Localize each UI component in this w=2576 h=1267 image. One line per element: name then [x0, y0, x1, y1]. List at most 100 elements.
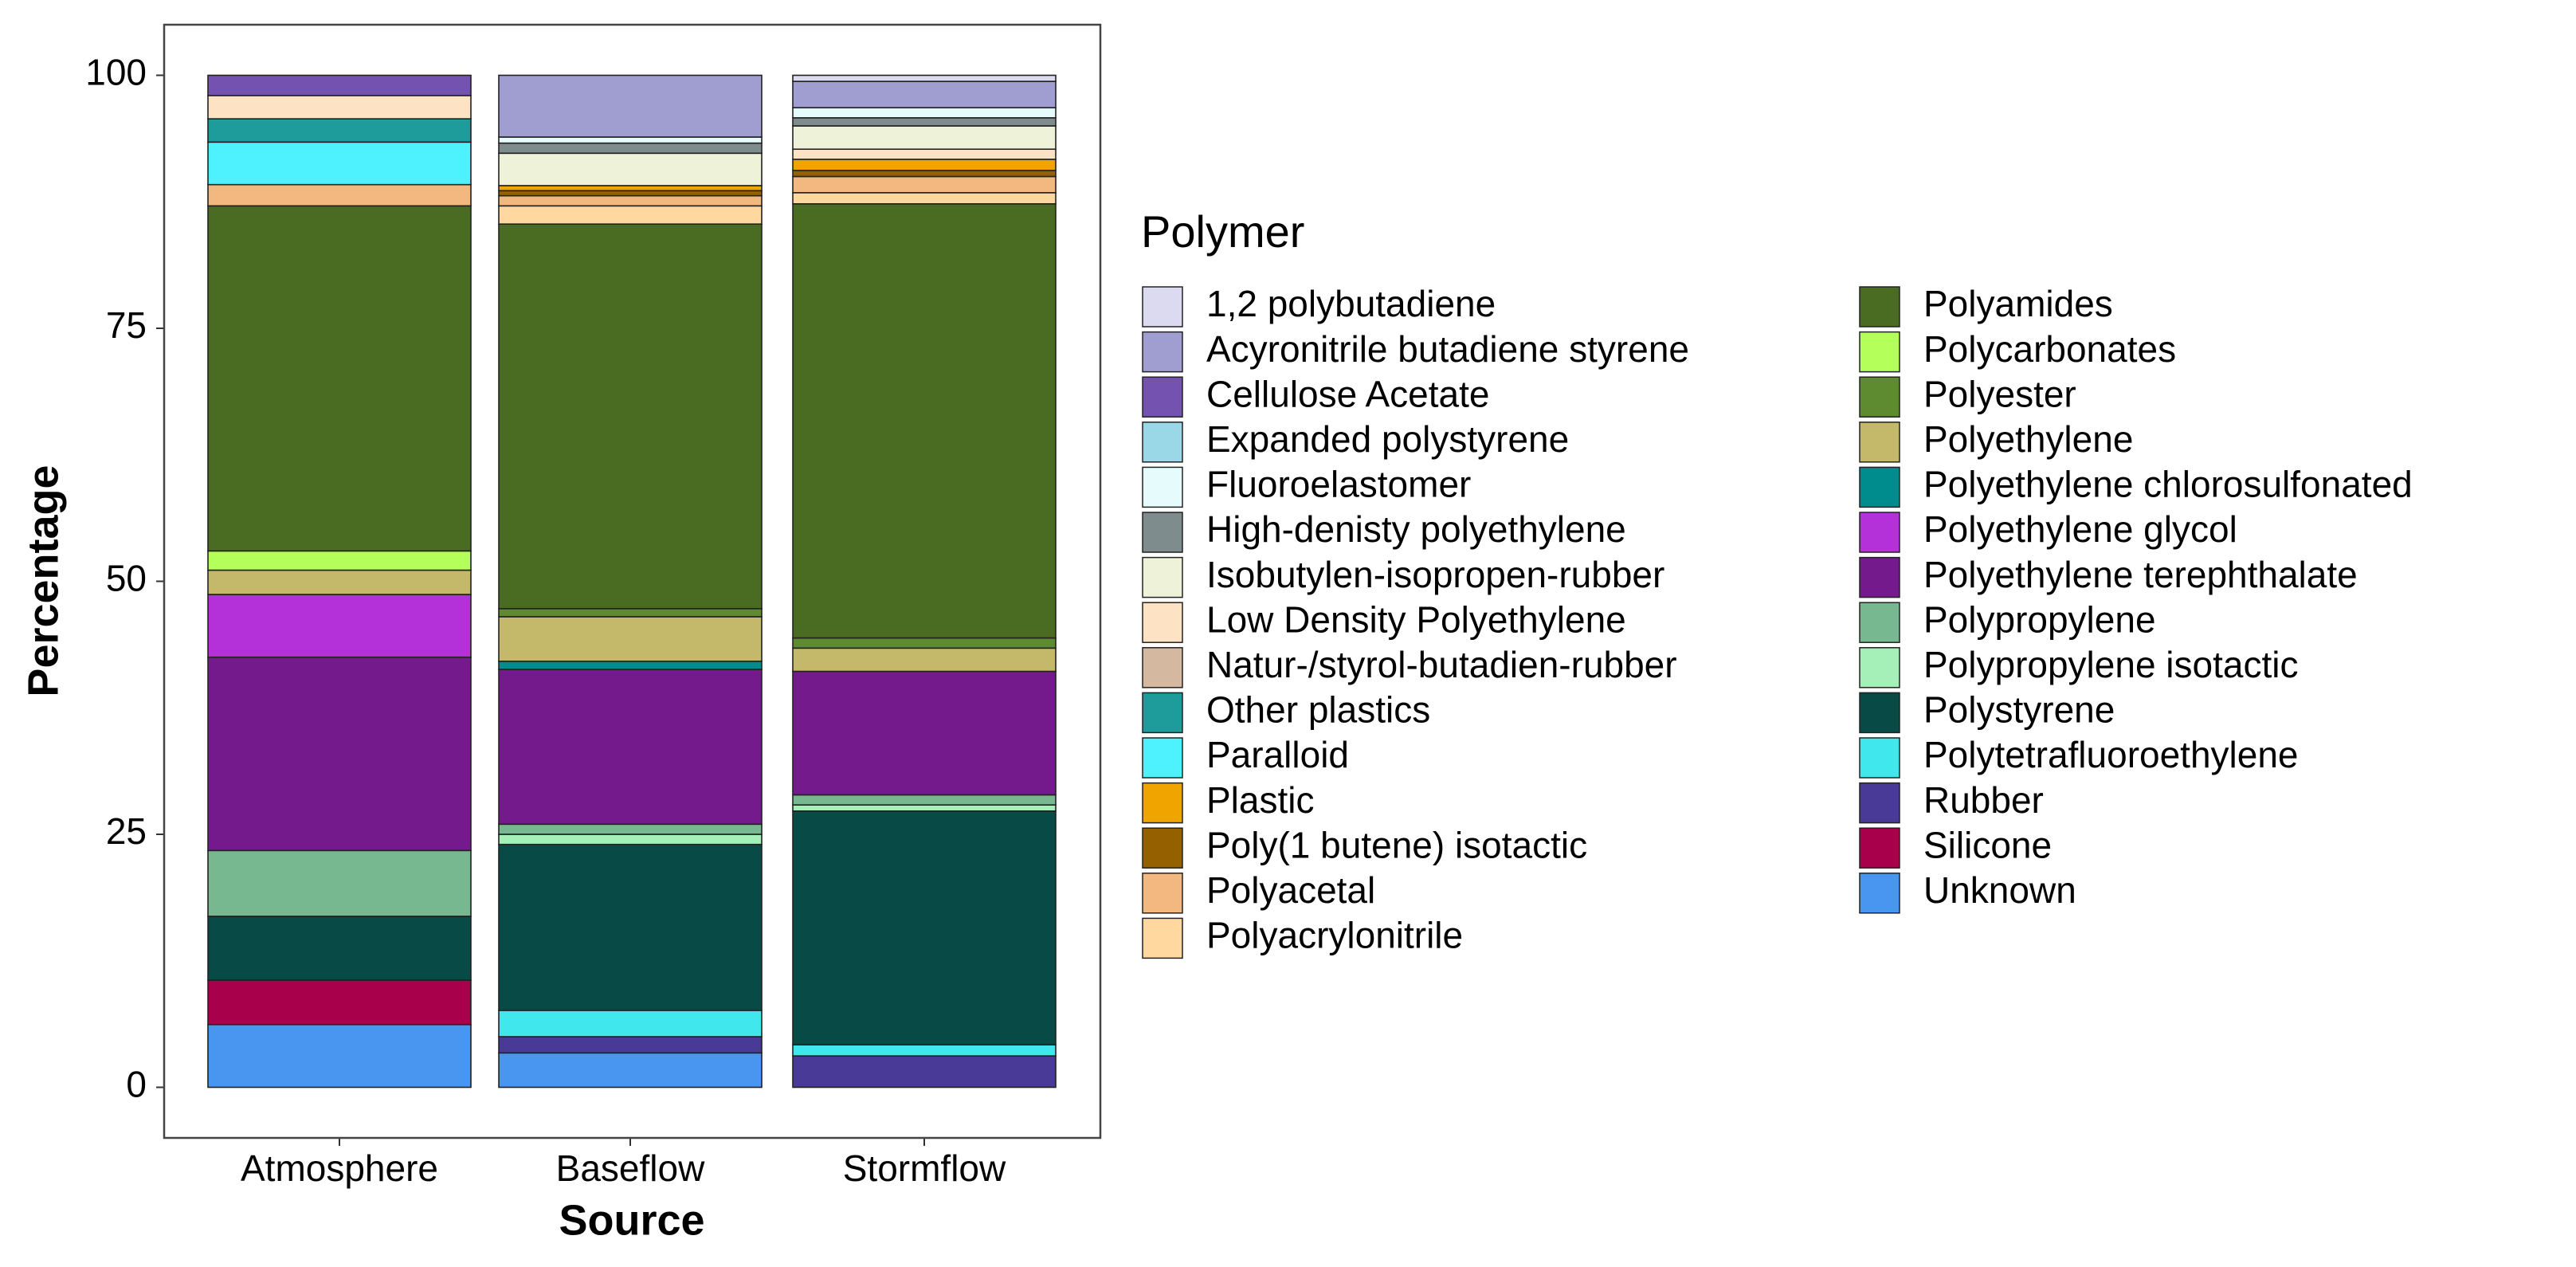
bar-segment: [792, 80, 1057, 108]
legend-label: Unknown: [1923, 869, 2076, 911]
legend-label: Poly(1 butene) isotactic: [1206, 824, 1587, 865]
legend-label: Rubber: [1923, 779, 2044, 821]
legend-label: Polyacrylonitrile: [1206, 915, 1463, 956]
bar-segment: [792, 159, 1057, 171]
bar-segment: [792, 202, 1057, 639]
bar-segment: [207, 205, 472, 552]
bar-segment: [207, 916, 472, 981]
bar-segment: [498, 223, 763, 610]
bar-segment: [498, 834, 763, 845]
legend-label: Paralloid: [1206, 734, 1349, 775]
bar-segment: [792, 794, 1057, 806]
legend-key: [1142, 782, 1183, 824]
bar-segment: [498, 1036, 763, 1054]
legend-label: Polyethylene: [1923, 418, 2133, 460]
bar-segment: [792, 175, 1057, 194]
legend-key: [1142, 692, 1183, 734]
legend-key: [1859, 873, 1900, 914]
bar-segment: [792, 1055, 1057, 1089]
bar-segment: [792, 192, 1057, 205]
legend-title: Polymer: [1141, 206, 1304, 257]
bar-segment: [792, 148, 1057, 160]
legend-label: Silicone: [1923, 824, 2052, 865]
bar-segment: [498, 205, 763, 225]
legend-label: Isobutylen-isopropen-rubber: [1206, 554, 1664, 595]
legend-label: Polyacetal: [1206, 869, 1375, 911]
bar-segment: [498, 136, 763, 144]
legend-label: Fluoroelastomer: [1206, 464, 1471, 505]
legend-label: Low Density Polyethylene: [1206, 598, 1626, 640]
bar-segment: [207, 594, 472, 658]
legend-label: Other plastics: [1206, 689, 1430, 731]
legend-label: Polystyrene: [1923, 689, 2115, 731]
legend-label: Cellulose Acetate: [1206, 373, 1489, 414]
legend-label: Plastic: [1206, 779, 1314, 821]
bar-segment: [792, 107, 1057, 119]
bar-segment: [207, 95, 472, 120]
legend-key: [1142, 737, 1183, 779]
bar-segment: [792, 1044, 1057, 1057]
legend-label: High-denisty polyethylene: [1206, 508, 1626, 550]
x-tick-label: Atmosphere: [241, 1147, 438, 1189]
legend-label: Polypropylene isotactic: [1923, 644, 2298, 685]
bar-segment: [498, 616, 763, 662]
legend-key: [1142, 602, 1183, 643]
legend-key: [1142, 556, 1183, 598]
y-axis-title: Percentage: [19, 465, 67, 696]
bar-segment: [207, 74, 472, 96]
y-tick-label: 75: [106, 304, 147, 346]
y-tick-label: 25: [106, 810, 147, 852]
legend-label: Polypropylene: [1923, 598, 2156, 640]
legend-key: [1142, 376, 1183, 418]
legend-key: [1859, 602, 1900, 643]
bar-segment: [792, 170, 1057, 178]
y-tick-label: 50: [106, 558, 147, 599]
y-tick-label: 100: [85, 52, 147, 93]
legend-label: Polyethylene terephthalate: [1923, 554, 2358, 595]
legend-key: [1859, 556, 1900, 598]
legend-label: Polyester: [1923, 373, 2076, 414]
legend-key: [1859, 331, 1900, 373]
plot-border: [163, 23, 1102, 1140]
legend-key: [1859, 422, 1900, 463]
legend-key: [1859, 286, 1900, 328]
bar-segment: [207, 1023, 472, 1089]
legend-key: [1859, 647, 1900, 688]
legend-key: [1859, 376, 1900, 418]
legend-label: 1,2 polybutadiene: [1206, 283, 1496, 324]
legend-label: Natur-/styrol-butadien-rubber: [1206, 644, 1677, 685]
legend-key: [1859, 737, 1900, 779]
bar-segment: [792, 670, 1057, 796]
bar-segment: [498, 190, 763, 197]
bar-segment: [498, 607, 763, 618]
legend-key: [1142, 331, 1183, 373]
legend-key: [1142, 286, 1183, 328]
legend-label: Polycarbonates: [1923, 328, 2176, 370]
bar-segment: [792, 804, 1057, 812]
legend-key: [1142, 873, 1183, 914]
bar-segment: [207, 141, 472, 186]
x-tick-label: Baseflow: [556, 1147, 705, 1189]
bar-segment: [498, 194, 763, 207]
legend-key: [1142, 917, 1183, 959]
legend-key: [1142, 466, 1183, 508]
bar-segment: [792, 637, 1057, 649]
legend-key: [1142, 827, 1183, 869]
bar-segment: [498, 1052, 763, 1089]
legend-label: Polyamides: [1923, 283, 2113, 324]
bar-segment: [498, 74, 763, 138]
bar-segment: [792, 125, 1057, 151]
x-tick-label: Stormflow: [843, 1147, 1006, 1189]
bar-segment: [792, 117, 1057, 127]
bar-segment: [207, 849, 472, 917]
x-axis-title: Source: [559, 1196, 704, 1244]
bar-segment: [207, 183, 472, 207]
bar-segment: [498, 823, 763, 835]
bar-segment: [498, 152, 763, 186]
legend-key: [1859, 512, 1900, 553]
legend-label: Polyethylene glycol: [1923, 508, 2237, 550]
bar-segment: [498, 142, 763, 155]
y-tick-label: 0: [126, 1064, 147, 1105]
legend-key: [1142, 422, 1183, 463]
